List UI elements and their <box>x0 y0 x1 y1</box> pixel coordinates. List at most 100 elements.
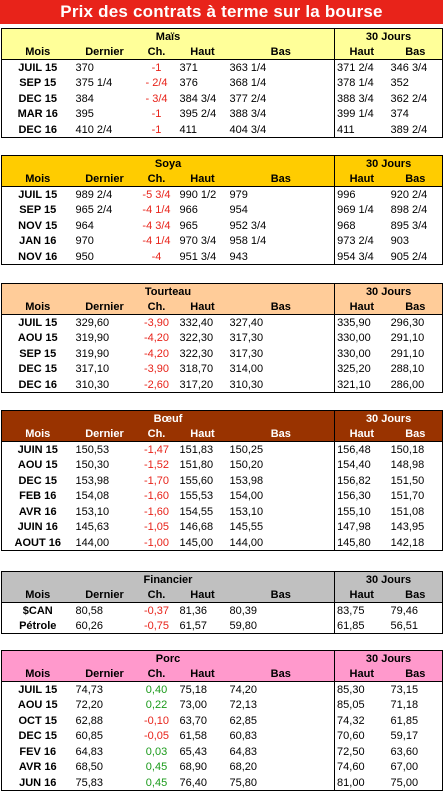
cell-change: -4,20 <box>143 347 170 360</box>
cell-haut: 154,55 <box>179 505 214 518</box>
col-header-bas: Bas <box>227 666 336 682</box>
cell-dernier: 145,63 <box>75 521 110 534</box>
cell-change: -3,90 <box>135 314 178 331</box>
col-header-bas: Bas <box>227 299 336 315</box>
cell-change: 0,45 <box>145 776 168 789</box>
cell-haut: 376 <box>179 77 198 90</box>
section-table-2: Tourteau 30 Jours Mois Dernier Ch. Haut Bas Hau… <box>1 283 443 394</box>
cell-dernier: 75,83 <box>75 776 104 789</box>
table-row: JUIL 15 989 2/4 -5 3/4 990 1/2 979 996 920 2/4 <box>1 186 443 203</box>
cell-bas: 145,55 <box>227 519 336 536</box>
cell-bas-30: 291,10 <box>390 332 425 345</box>
cell-dernier: 150,53 <box>73 441 136 458</box>
cell-haut-30: 81,00 <box>337 776 365 789</box>
cell-haut-30: 325,20 <box>337 363 371 376</box>
cell-dernier: 153,98 <box>75 474 110 487</box>
cell-mois: AOU 15 <box>17 332 58 345</box>
thirty-days-header: 30 Jours <box>334 28 443 45</box>
col-header-ch: Ch. <box>135 426 178 442</box>
table-row: DEC 16 410 2/4 -1 411 404 3/4 411 389 2/4 <box>2 122 443 138</box>
section-table-5: Porc 30 Jours Mois Dernier Ch. Haut Bas Haut Bas… <box>1 650 443 792</box>
cell-change: 0,22 <box>145 699 168 712</box>
col-header-bas: Bas <box>227 426 336 442</box>
cell-dernier: 154,08 <box>75 490 110 503</box>
cell-change: -1,00 <box>143 536 170 549</box>
cell-haut-30: 996 <box>334 186 389 203</box>
table-row: JUIL 15 370 -1 371 363 1/4 371 2/4 346 3/4 <box>1 59 443 76</box>
col-header-haut: Haut <box>177 426 228 442</box>
col-header-ch: Ch. <box>135 299 178 315</box>
column-header-row: Mois Dernier Ch. Haut Bas Haut Bas <box>1 666 443 682</box>
cell-mois: DEC 15 <box>18 363 58 376</box>
cell-bas-30: 905 2/4 <box>390 250 428 263</box>
cell-haut: 63,70 <box>179 714 208 727</box>
table-row: JAN 16 970 -4 1/4 970 3/4 958 1/4 973 2/4 903 <box>2 233 443 250</box>
cell-dernier: 144,00 <box>75 536 110 549</box>
cell-bas: 62,85 <box>227 712 336 729</box>
section-name: Soya <box>1 155 336 172</box>
cell-mois: JUN 16 <box>19 776 57 789</box>
cell-dernier: 80,58 <box>73 602 136 619</box>
cell-mois: NOV 16 <box>18 250 58 263</box>
col-header-mois: Mois <box>1 666 74 682</box>
cell-bas-30: 291,10 <box>390 347 425 360</box>
table-row: SEP 15 965 2/4 -4 1/4 966 954 969 1/4 898 2/4 <box>2 202 443 218</box>
table-row: AVR 16 153,10 -1,60 154,55 153,10 155,10 151,0… <box>2 504 443 520</box>
cell-bas: 64,83 <box>227 744 336 760</box>
section-table-3: Bœuf 30 Jours Mois Dernier Ch. Haut Bas Haut Bas… <box>1 410 443 552</box>
cell-haut: 68,90 <box>179 761 208 774</box>
cell-change: -0,37 <box>135 602 178 619</box>
cell-change: 0,40 <box>135 681 178 698</box>
thirty-days-header: 30 Jours <box>334 283 443 300</box>
cell-change: 0,45 <box>145 761 168 774</box>
cell-haut: 411 <box>179 123 198 136</box>
cell-haut: 322,30 <box>179 332 214 345</box>
section-header-row: Financier 30 Jours <box>1 571 443 588</box>
cell-bas-30: 920 2/4 <box>388 186 443 203</box>
cell-dernier: 970 <box>75 235 94 248</box>
cell-bas-30: 142,18 <box>390 536 425 549</box>
cell-mois: DEC 15 <box>18 92 58 105</box>
cell-haut-30: 74,60 <box>337 761 365 774</box>
cell-change: -1,47 <box>135 441 178 458</box>
col-header-haut: Haut <box>177 171 228 187</box>
cell-mois: JUIN 16 <box>17 521 58 534</box>
col-header-dernier: Dernier <box>73 587 136 603</box>
cell-change: -4,20 <box>143 332 170 345</box>
table-row: FEV 16 64,83 0,03 65,43 64,83 72,50 63,60 <box>2 744 443 760</box>
cell-change: -5 3/4 <box>135 186 178 203</box>
cell-dernier: 62,88 <box>75 714 104 727</box>
cell-bas-30: 151,08 <box>390 505 425 518</box>
cell-bas: 979 <box>227 186 336 203</box>
cell-bas: 954 <box>227 202 336 218</box>
cell-bas-30: 286,00 <box>390 378 425 391</box>
cell-bas-30: 296,30 <box>388 314 443 331</box>
table-row: Pétrole 60,26 -0,75 61,57 59,80 61,85 56,51 <box>2 618 443 634</box>
column-header-row: Mois Dernier Ch. Haut Bas Haut Bas <box>1 426 443 442</box>
cell-bas-30: 346 3/4 <box>388 59 443 76</box>
cell-haut: 145,00 <box>179 536 214 549</box>
cell-haut-30: 156,82 <box>337 474 371 487</box>
cell-haut: 970 3/4 <box>179 235 217 248</box>
cell-haut-30: 85,05 <box>337 699 365 712</box>
cell-bas: 317,30 <box>227 330 336 346</box>
cell-haut: 322,30 <box>179 347 214 360</box>
col-header-dernier: Dernier <box>73 426 136 442</box>
cell-bas-30: 389 2/4 <box>390 123 428 136</box>
section-table-4: Financier 30 Jours Mois Dernier Ch. Haut Bas Ha… <box>1 571 443 635</box>
cell-dernier: 329,60 <box>73 314 136 331</box>
cell-change: -1,70 <box>143 474 170 487</box>
cell-bas: 153,98 <box>227 472 336 489</box>
col-header-bas-30: Bas <box>388 587 443 603</box>
col-header-bas-30: Bas <box>388 426 443 442</box>
cell-bas-30: 61,85 <box>390 714 419 727</box>
table-row: AVR 16 68,50 0,45 68,90 68,20 74,60 67,00 <box>2 759 443 776</box>
cell-haut-30: 145,80 <box>337 536 371 549</box>
col-header-mois: Mois <box>1 587 74 603</box>
cell-haut-30: 85,30 <box>334 681 389 698</box>
cell-haut-30: 61,85 <box>337 619 365 632</box>
cell-dernier: 370 <box>73 59 136 76</box>
cell-bas-30: 903 <box>390 235 409 248</box>
cell-haut-30: 411 <box>337 123 355 136</box>
cell-dernier: 150,30 <box>75 459 110 472</box>
